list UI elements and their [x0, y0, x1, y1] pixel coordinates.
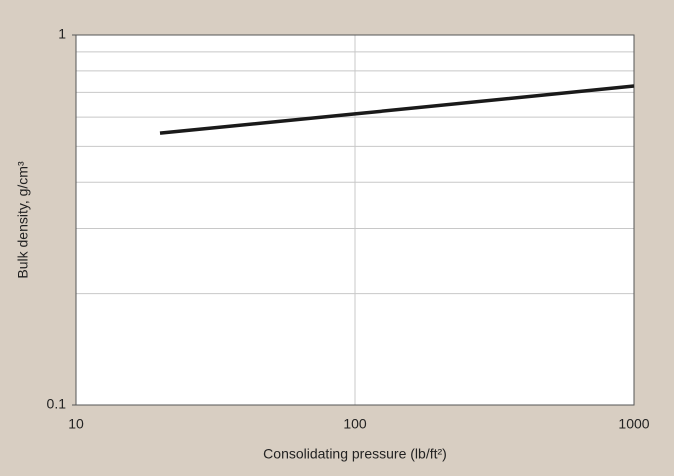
x-tick-label: 100: [343, 416, 367, 432]
y-tick-label: 1: [58, 26, 66, 42]
x-axis-label: Consolidating pressure (lb/ft²): [263, 446, 447, 462]
y-tick-label: 0.1: [47, 396, 67, 412]
data-line: [159, 84, 635, 135]
x-tick-label: 10: [68, 416, 84, 432]
y-axis-label: Bulk density, g/cm³: [15, 161, 31, 279]
x-tick-label: 1000: [618, 416, 649, 432]
plot-border: [75, 34, 635, 406]
